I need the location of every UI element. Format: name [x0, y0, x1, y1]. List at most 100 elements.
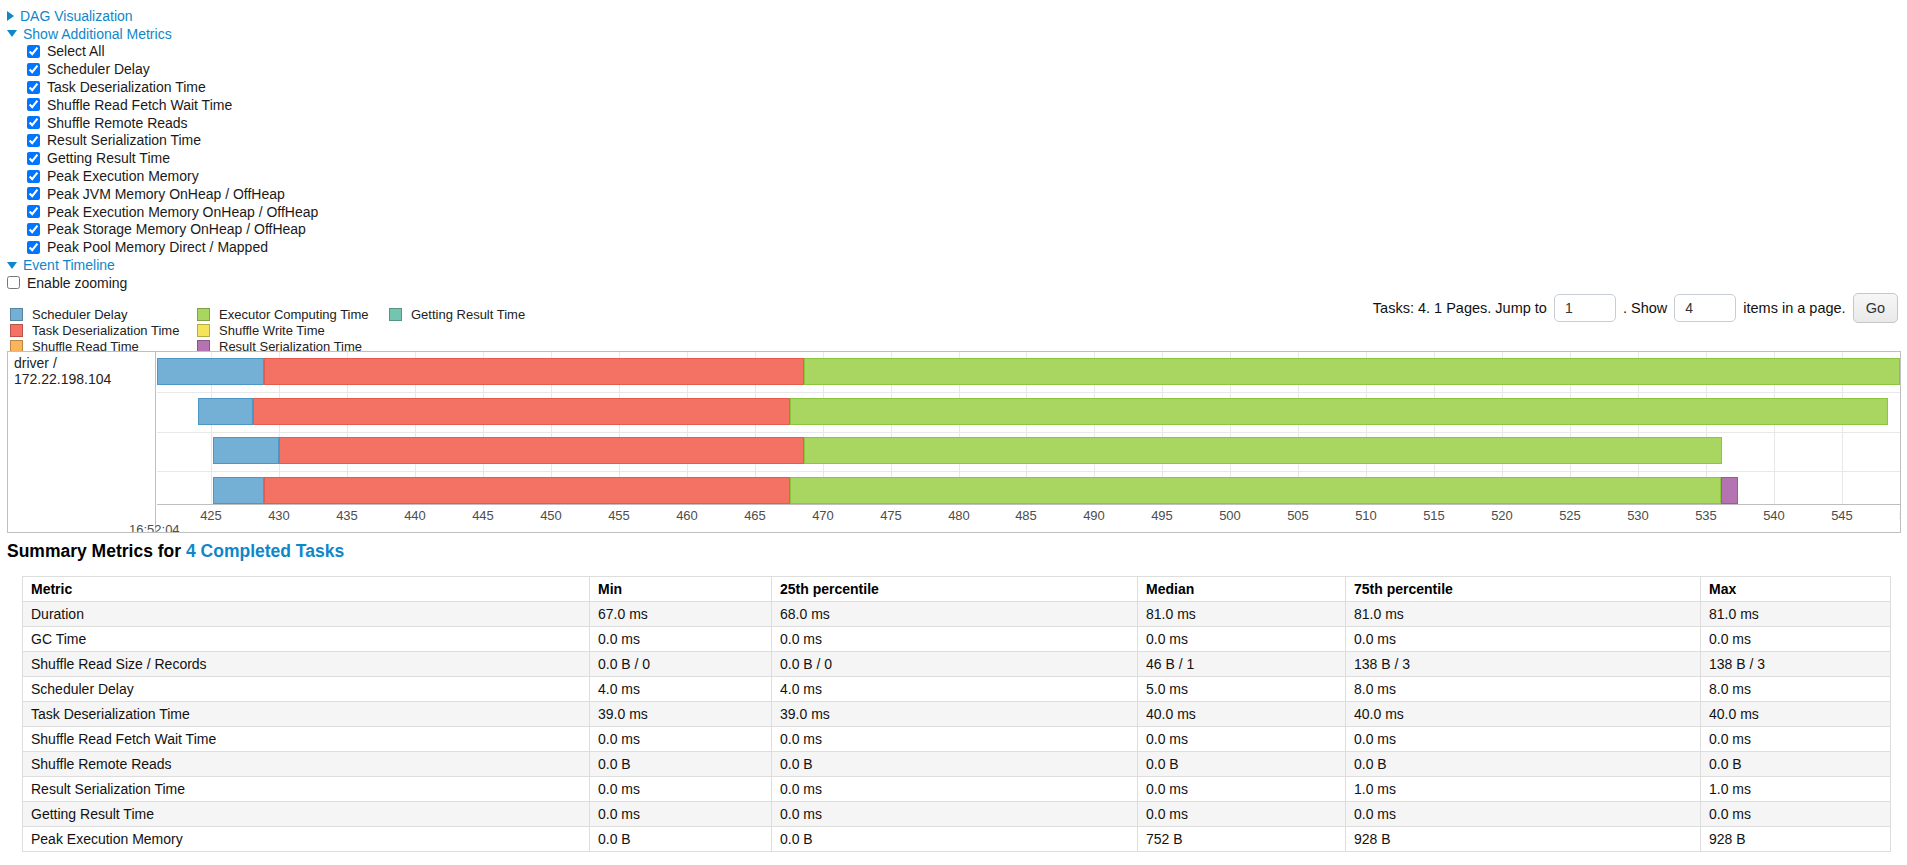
task-segment-executor-computing[interactable]	[790, 477, 1721, 504]
axis-tick-label: 500	[1208, 508, 1252, 523]
enable-zooming-checkbox[interactable]	[7, 276, 20, 289]
legend-item-label: Scheduler Delay	[32, 307, 127, 322]
axis-tick-label: 430	[257, 508, 301, 523]
task-segment-executor-computing[interactable]	[804, 437, 1722, 464]
legend-item-label: Shuffle Write Time	[219, 323, 325, 338]
table-row: Result Serialization Time0.0 ms0.0 ms0.0…	[23, 777, 1891, 802]
legend-item-label: Executor Computing Time	[219, 307, 369, 322]
metric-checkbox[interactable]	[27, 152, 40, 165]
metric-value-cell: 0.0 ms	[590, 802, 772, 827]
metric-option-text: Task Deserialization Time	[47, 79, 206, 95]
metric-name-cell: Task Deserialization Time	[23, 702, 590, 727]
timeline-task-bar[interactable]	[157, 437, 1900, 464]
metric-checkbox[interactable]	[27, 223, 40, 236]
task-segment-task-deserialization[interactable]	[264, 358, 803, 385]
metric-checkbox[interactable]	[27, 170, 40, 183]
metric-name-cell: Duration	[23, 602, 590, 627]
metric-value-cell: 0.0 B	[1701, 752, 1891, 777]
metric-option-text: Peak JVM Memory OnHeap / OffHeap	[47, 186, 285, 202]
metric-value-cell: 81.0 ms	[1138, 602, 1346, 627]
metric-option-label: Peak Storage Memory OnHeap / OffHeap	[27, 221, 306, 237]
jump-to-page-input[interactable]	[1554, 294, 1616, 322]
event-timeline-link[interactable]: Event Timeline	[23, 257, 115, 273]
metric-checkbox[interactable]	[27, 241, 40, 254]
items-per-page-input[interactable]	[1674, 294, 1736, 322]
enable-zooming-label: Enable zooming	[7, 275, 127, 291]
metric-option-label: Peak JVM Memory OnHeap / OffHeap	[27, 186, 285, 202]
metric-checkbox[interactable]	[27, 45, 40, 58]
metric-name-cell: GC Time	[23, 627, 590, 652]
metric-value-cell: 4.0 ms	[590, 677, 772, 702]
completed-tasks-link[interactable]: 4 Completed Tasks	[186, 541, 344, 561]
timeline-task-bar[interactable]	[157, 477, 1900, 504]
task-segment-task-deserialization[interactable]	[253, 398, 790, 425]
metric-value-cell: 5.0 ms	[1138, 677, 1346, 702]
metric-value-cell: 0.0 ms	[1346, 802, 1701, 827]
metric-option: Result Serialization Time	[7, 132, 318, 150]
summary-column-header: Max	[1701, 577, 1891, 602]
metric-checkbox[interactable]	[27, 81, 40, 94]
metric-value-cell: 81.0 ms	[1346, 602, 1701, 627]
timeline-task-bar[interactable]	[157, 358, 1900, 385]
show-additional-metrics-toggle[interactable]: Show Additional Metrics	[7, 25, 318, 43]
metric-checkbox[interactable]	[27, 116, 40, 129]
task-segment-result-serialization[interactable]	[1721, 477, 1739, 504]
show-additional-metrics-link[interactable]: Show Additional Metrics	[23, 26, 172, 42]
task-segment-scheduler-delay[interactable]	[198, 398, 254, 425]
legend-item: Scheduler Delay	[10, 306, 179, 322]
timeline-plot-area: 16:52:04 4254304354404454504554604654704…	[157, 352, 1900, 532]
metric-value-cell: 0.0 B	[590, 827, 772, 852]
metric-name-cell: Scheduler Delay	[23, 677, 590, 702]
task-segment-scheduler-delay[interactable]	[213, 437, 280, 464]
dag-visualization-toggle[interactable]: DAG Visualization	[7, 7, 318, 25]
metric-checkbox[interactable]	[27, 63, 40, 76]
metric-value-cell: 1.0 ms	[1346, 777, 1701, 802]
table-row: Duration67.0 ms68.0 ms81.0 ms81.0 ms81.0…	[23, 602, 1891, 627]
legend-item: Shuffle Write Time	[197, 322, 369, 338]
task-segment-scheduler-delay[interactable]	[213, 477, 265, 504]
axis-tick-label: 470	[801, 508, 845, 523]
metric-option-label: Scheduler Delay	[27, 61, 150, 77]
metric-value-cell: 0.0 B	[772, 752, 1138, 777]
axis-tick-label: 455	[597, 508, 641, 523]
task-segment-task-deserialization[interactable]	[279, 437, 803, 464]
metric-value-cell: 0.0 B	[772, 827, 1138, 852]
expanded-arrow-icon	[7, 30, 17, 37]
metric-value-cell: 0.0 ms	[1346, 627, 1701, 652]
metric-checkbox[interactable]	[27, 187, 40, 200]
metric-option-label: Peak Execution Memory OnHeap / OffHeap	[27, 204, 318, 220]
task-segment-executor-computing[interactable]	[790, 398, 1888, 425]
axis-tick-label: 505	[1276, 508, 1320, 523]
event-timeline-chart: driver / 172.22.198.104 16:52:04 4254304…	[7, 351, 1901, 533]
metric-value-cell: 0.0 ms	[772, 727, 1138, 752]
task-segment-scheduler-delay[interactable]	[157, 358, 264, 385]
dag-visualization-link[interactable]: DAG Visualization	[20, 8, 133, 24]
axis-tick-label: 535	[1684, 508, 1728, 523]
metric-checkbox[interactable]	[27, 98, 40, 111]
axis-tick-label: 485	[1004, 508, 1048, 523]
metric-value-cell: 8.0 ms	[1346, 677, 1701, 702]
axis-tick-label: 520	[1480, 508, 1524, 523]
timeline-axis-major-label: 16:52:04	[129, 522, 180, 533]
summary-column-header: Min	[590, 577, 772, 602]
summary-metrics-title: Summary Metrics for 4 Completed Tasks	[7, 541, 344, 562]
task-segment-task-deserialization[interactable]	[264, 477, 790, 504]
metric-value-cell: 0.0 B	[1138, 752, 1346, 777]
row-gridline	[157, 432, 1900, 433]
metric-option-text: Peak Pool Memory Direct / Mapped	[47, 239, 268, 255]
metric-option-label: Result Serialization Time	[27, 132, 201, 148]
metric-checkbox[interactable]	[27, 205, 40, 218]
legend-swatch-icon	[197, 308, 210, 321]
metric-option: Select All	[7, 43, 318, 61]
metric-value-cell: 39.0 ms	[772, 702, 1138, 727]
metric-value-cell: 0.0 ms	[1138, 627, 1346, 652]
timeline-task-bar[interactable]	[157, 398, 1900, 425]
metric-value-cell: 81.0 ms	[1701, 602, 1891, 627]
metric-option-label: Peak Pool Memory Direct / Mapped	[27, 239, 268, 255]
task-segment-executor-computing[interactable]	[804, 358, 1900, 385]
metric-value-cell: 0.0 ms	[772, 777, 1138, 802]
event-timeline-toggle[interactable]: Event Timeline	[7, 256, 318, 274]
go-button[interactable]: Go	[1853, 293, 1898, 323]
metric-checkbox[interactable]	[27, 134, 40, 147]
metric-option-label: Peak Execution Memory	[27, 168, 199, 184]
